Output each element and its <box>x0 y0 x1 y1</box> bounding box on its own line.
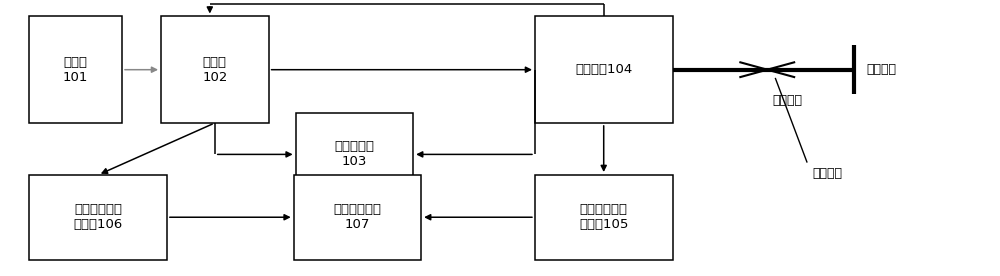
Text: 光干涉模块
103: 光干涉模块 103 <box>334 140 374 168</box>
Text: 测试光纤: 测试光纤 <box>812 167 842 180</box>
Text: 测试端口104: 测试端口104 <box>575 63 632 76</box>
Bar <box>294 175 421 260</box>
Bar <box>29 16 122 123</box>
Bar <box>535 175 673 260</box>
Bar <box>535 16 673 123</box>
Text: 光干涉信号采
集模块106: 光干涉信号采 集模块106 <box>73 203 123 231</box>
Text: 激光器
101: 激光器 101 <box>63 56 88 84</box>
Text: 光纤末端: 光纤末端 <box>866 63 896 76</box>
Text: 敲击位置: 敲击位置 <box>772 94 802 107</box>
Bar <box>161 16 269 123</box>
Bar <box>296 113 413 195</box>
Text: 光散射信号采
集模块105: 光散射信号采 集模块105 <box>579 203 628 231</box>
Text: 数据分析模块
107: 数据分析模块 107 <box>333 203 381 231</box>
Text: 分光器
102: 分光器 102 <box>202 56 227 84</box>
Bar <box>29 175 167 260</box>
